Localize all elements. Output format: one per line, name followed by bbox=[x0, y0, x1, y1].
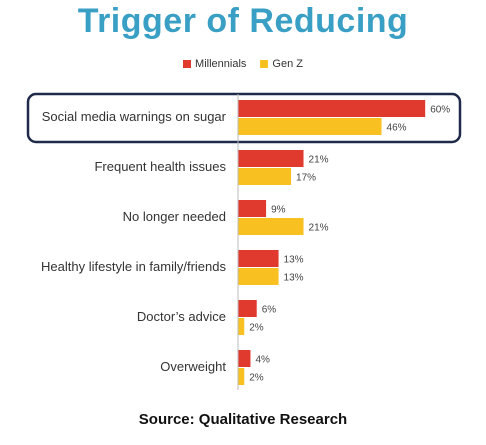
bar-millennials-overweight bbox=[238, 350, 251, 367]
category-label-doctor-s-advice: Doctor’s advice bbox=[137, 309, 226, 324]
legend-label-genz: Gen Z bbox=[272, 58, 303, 70]
bar-gen-z-healthy-lifestyle-in-family-friends bbox=[238, 268, 279, 285]
data-label-gen-z-no-longer-needed: 21% bbox=[309, 223, 329, 234]
category-label-no-longer-needed: No longer needed bbox=[123, 209, 226, 224]
legend-swatch-millennials bbox=[183, 60, 192, 68]
source-note: Source: Qualitative Research bbox=[138, 411, 348, 428]
bar-millennials-frequent-health-issues bbox=[238, 150, 304, 167]
bar-millennials-healthy-lifestyle-in-family-friends bbox=[238, 250, 279, 267]
data-label-millennials-no-longer-needed: 9% bbox=[271, 205, 286, 216]
category-label-overweight: Overweight bbox=[160, 359, 226, 374]
legend-swatch-genz bbox=[260, 60, 269, 68]
legend-item-millennials: Millennials bbox=[183, 58, 246, 70]
data-label-millennials-doctor-s-advice: 6% bbox=[262, 305, 277, 316]
bar-chart: Social media warnings on sugar 60% 46% Freq… bbox=[26, 92, 462, 390]
data-label-millennials-healthy-lifestyle-in-family-friends: 13% bbox=[284, 255, 304, 266]
category-label-healthy-lifestyle-in-family-friends: Healthy lifestyle in family/friends bbox=[41, 259, 226, 274]
data-label-gen-z-overweight: 2% bbox=[249, 373, 264, 384]
data-label-millennials-frequent-health-issues: 21% bbox=[309, 155, 329, 166]
data-label-gen-z-doctor-s-advice: 2% bbox=[249, 323, 264, 334]
bar-gen-z-social-media-warnings-on-sugar bbox=[238, 118, 382, 135]
highlight-box bbox=[26, 92, 462, 144]
legend-item-genz: Gen Z bbox=[260, 58, 303, 70]
category-label-frequent-health-issues: Frequent health issues bbox=[94, 159, 226, 174]
category-label-social-media-warnings-on-sugar: Social media warnings on sugar bbox=[42, 109, 227, 124]
data-label-gen-z-healthy-lifestyle-in-family-friends: 13% bbox=[284, 273, 304, 284]
data-label-millennials-overweight: 4% bbox=[255, 355, 270, 366]
bar-gen-z-doctor-s-advice bbox=[238, 318, 245, 335]
chart-legend: Millennials Gen Z bbox=[0, 58, 486, 70]
bar-gen-z-frequent-health-issues bbox=[238, 168, 292, 185]
bar-millennials-doctor-s-advice bbox=[238, 300, 257, 317]
data-label-gen-z-frequent-health-issues: 17% bbox=[296, 173, 316, 184]
chart-title: Trigger of Reducing bbox=[77, 2, 409, 40]
bar-gen-z-no-longer-needed bbox=[238, 218, 304, 235]
bar-gen-z-overweight bbox=[238, 368, 245, 385]
bar-millennials-no-longer-needed bbox=[238, 200, 267, 217]
legend-label-millennials: Millennials bbox=[195, 58, 247, 70]
data-label-gen-z-social-media-warnings-on-sugar: 46% bbox=[387, 123, 407, 134]
bar-millennials-social-media-warnings-on-sugar bbox=[238, 100, 426, 117]
data-label-millennials-social-media-warnings-on-sugar: 60% bbox=[430, 105, 450, 116]
